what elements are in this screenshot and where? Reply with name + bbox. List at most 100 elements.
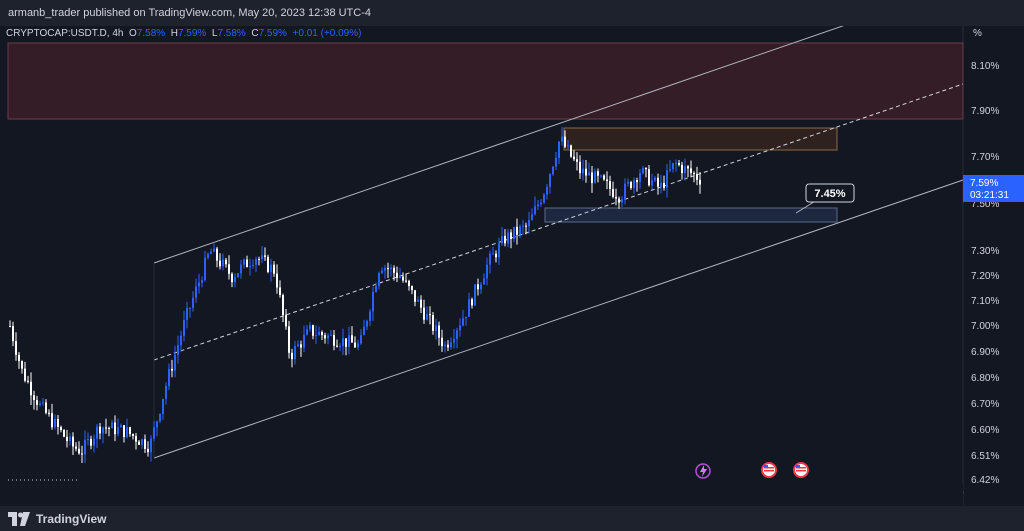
candle-body[interactable] bbox=[369, 311, 371, 321]
candle-body[interactable] bbox=[60, 426, 62, 430]
candle-body[interactable] bbox=[648, 169, 650, 186]
candle-body[interactable] bbox=[612, 188, 614, 197]
candle-body[interactable] bbox=[330, 334, 332, 336]
candle-body[interactable] bbox=[576, 159, 578, 162]
candle-body[interactable] bbox=[570, 145, 572, 157]
candles-group[interactable] bbox=[9, 127, 701, 464]
candle-body[interactable] bbox=[351, 335, 353, 343]
candle-body[interactable] bbox=[654, 177, 656, 181]
candle-body[interactable] bbox=[297, 344, 299, 347]
candle-body[interactable] bbox=[96, 426, 98, 439]
candle-body[interactable] bbox=[672, 163, 674, 170]
candle-body[interactable] bbox=[144, 439, 146, 449]
channel-upper-line[interactable] bbox=[153, 19, 861, 264]
candle-body[interactable] bbox=[213, 248, 215, 252]
candle-body[interactable] bbox=[504, 235, 506, 244]
price-chart[interactable]: % 8.10% 7.90% 7.70% 7.50% 7.30% 7.20% 7.10% 7.0… bbox=[0, 19, 1024, 506]
price-axis-panel[interactable] bbox=[963, 26, 1024, 506]
candle-body[interactable] bbox=[129, 427, 131, 435]
candle-body[interactable] bbox=[219, 260, 221, 267]
candle-body[interactable] bbox=[255, 259, 257, 265]
candle-body[interactable] bbox=[183, 320, 185, 336]
candle-body[interactable] bbox=[228, 264, 230, 274]
candle-body[interactable] bbox=[501, 235, 503, 244]
candle-body[interactable] bbox=[429, 314, 431, 316]
candle-body[interactable] bbox=[288, 326, 290, 353]
candle-body[interactable] bbox=[606, 179, 608, 182]
candle-body[interactable] bbox=[528, 220, 530, 227]
candle-body[interactable] bbox=[69, 436, 71, 442]
candle-body[interactable] bbox=[642, 168, 644, 174]
candle-body[interactable] bbox=[558, 141, 560, 158]
candle-body[interactable] bbox=[165, 386, 167, 400]
candle-body[interactable] bbox=[12, 326, 14, 342]
candle-body[interactable] bbox=[270, 264, 272, 272]
demand-box[interactable] bbox=[544, 207, 838, 223]
candle-body[interactable] bbox=[366, 320, 368, 327]
candle-body[interactable] bbox=[627, 182, 629, 184]
candle-body[interactable] bbox=[321, 331, 323, 336]
candle-body[interactable] bbox=[240, 264, 242, 274]
candle-body[interactable] bbox=[75, 446, 77, 449]
candle-body[interactable] bbox=[273, 264, 275, 274]
us-flag-icon[interactable] bbox=[761, 462, 777, 478]
candle-body[interactable] bbox=[300, 344, 302, 348]
candle-body[interactable] bbox=[243, 259, 245, 265]
candle-body[interactable] bbox=[309, 325, 311, 330]
candle-body[interactable] bbox=[513, 226, 515, 239]
candle-body[interactable] bbox=[312, 325, 314, 336]
candle-body[interactable] bbox=[354, 342, 356, 348]
candle-body[interactable] bbox=[426, 314, 428, 320]
candle-body[interactable] bbox=[363, 326, 365, 336]
candle-body[interactable] bbox=[294, 346, 296, 360]
candle-body[interactable] bbox=[138, 441, 140, 445]
candle-body[interactable] bbox=[210, 251, 212, 254]
candle-body[interactable] bbox=[279, 287, 281, 295]
tradingview-logo[interactable]: TradingView bbox=[8, 511, 106, 526]
candle-body[interactable] bbox=[324, 335, 326, 339]
candle-body[interactable] bbox=[546, 186, 548, 195]
candle-body[interactable] bbox=[534, 206, 536, 215]
us-flag-icon[interactable] bbox=[793, 462, 809, 478]
candle-body[interactable] bbox=[216, 248, 218, 261]
candle-body[interactable] bbox=[693, 173, 695, 175]
candle-body[interactable] bbox=[150, 438, 152, 453]
candle-body[interactable] bbox=[333, 334, 335, 346]
candle-body[interactable] bbox=[195, 286, 197, 298]
candle-body[interactable] bbox=[456, 330, 458, 339]
candle-body[interactable] bbox=[417, 299, 419, 302]
candle-body[interactable] bbox=[174, 354, 176, 371]
candle-body[interactable] bbox=[360, 335, 362, 344]
candle-body[interactable] bbox=[246, 259, 248, 268]
candle-body[interactable] bbox=[18, 354, 20, 362]
candle-body[interactable] bbox=[636, 180, 638, 183]
candle-body[interactable] bbox=[264, 255, 266, 257]
candle-body[interactable] bbox=[582, 168, 584, 174]
candle-body[interactable] bbox=[57, 418, 59, 427]
candle-body[interactable] bbox=[282, 294, 284, 316]
candle-body[interactable] bbox=[132, 434, 134, 436]
candle-body[interactable] bbox=[318, 331, 320, 336]
candle-body[interactable] bbox=[447, 344, 449, 348]
candle-body[interactable] bbox=[597, 171, 599, 176]
candle-body[interactable] bbox=[153, 427, 155, 439]
candle-body[interactable] bbox=[396, 272, 398, 278]
candle-body[interactable] bbox=[678, 162, 680, 165]
candle-body[interactable] bbox=[291, 352, 293, 360]
candle-body[interactable] bbox=[471, 299, 473, 306]
candle-body[interactable] bbox=[234, 277, 236, 283]
candle-body[interactable] bbox=[600, 175, 602, 177]
candle-body[interactable] bbox=[267, 256, 269, 272]
candle-body[interactable] bbox=[48, 412, 50, 414]
candle-body[interactable] bbox=[186, 308, 188, 321]
candle-body[interactable] bbox=[303, 334, 305, 348]
candle-body[interactable] bbox=[378, 272, 380, 287]
candle-body[interactable] bbox=[63, 429, 65, 437]
candle-body[interactable] bbox=[420, 299, 422, 308]
candle-body[interactable] bbox=[639, 173, 641, 183]
candle-body[interactable] bbox=[156, 421, 158, 428]
candle-body[interactable] bbox=[681, 164, 683, 174]
candle-body[interactable] bbox=[189, 307, 191, 309]
candle-body[interactable] bbox=[615, 196, 617, 199]
lightning-icon[interactable] bbox=[695, 463, 711, 479]
